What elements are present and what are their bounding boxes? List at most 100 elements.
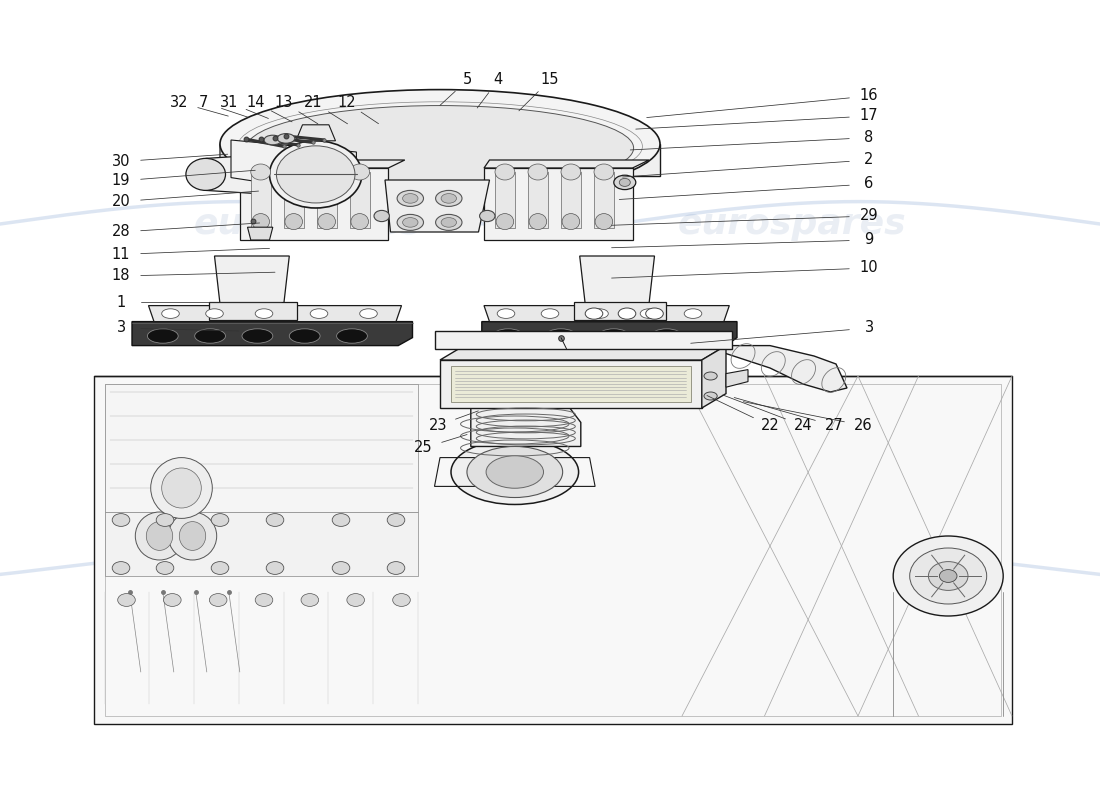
Ellipse shape bbox=[591, 309, 608, 318]
Polygon shape bbox=[284, 172, 304, 228]
Text: eurospares: eurospares bbox=[678, 558, 906, 591]
Ellipse shape bbox=[168, 512, 217, 560]
Ellipse shape bbox=[162, 309, 179, 318]
Ellipse shape bbox=[436, 190, 462, 206]
Text: 20: 20 bbox=[111, 194, 131, 209]
Ellipse shape bbox=[112, 514, 130, 526]
Ellipse shape bbox=[928, 562, 968, 590]
Text: 13: 13 bbox=[275, 95, 293, 110]
Ellipse shape bbox=[285, 214, 303, 230]
Text: 16: 16 bbox=[860, 89, 878, 103]
Ellipse shape bbox=[332, 562, 350, 574]
Ellipse shape bbox=[397, 190, 424, 206]
Ellipse shape bbox=[496, 214, 514, 230]
Polygon shape bbox=[251, 172, 271, 228]
Text: 19: 19 bbox=[112, 174, 130, 188]
Ellipse shape bbox=[147, 329, 178, 343]
Polygon shape bbox=[317, 172, 337, 228]
Polygon shape bbox=[484, 168, 632, 240]
Polygon shape bbox=[702, 346, 847, 392]
Polygon shape bbox=[132, 322, 412, 346]
Text: 3: 3 bbox=[117, 321, 125, 335]
Ellipse shape bbox=[211, 514, 229, 526]
Ellipse shape bbox=[640, 309, 658, 318]
Ellipse shape bbox=[562, 214, 580, 230]
Polygon shape bbox=[574, 302, 666, 320]
Ellipse shape bbox=[393, 594, 410, 606]
Ellipse shape bbox=[276, 146, 355, 203]
Ellipse shape bbox=[594, 164, 614, 180]
Ellipse shape bbox=[146, 522, 173, 550]
Ellipse shape bbox=[289, 329, 320, 343]
Ellipse shape bbox=[255, 309, 273, 318]
Text: 22: 22 bbox=[760, 418, 780, 433]
Polygon shape bbox=[148, 306, 402, 322]
Ellipse shape bbox=[156, 514, 174, 526]
Ellipse shape bbox=[301, 594, 319, 606]
Ellipse shape bbox=[541, 309, 559, 318]
Ellipse shape bbox=[546, 329, 576, 343]
Text: 2: 2 bbox=[865, 153, 873, 167]
Text: 28: 28 bbox=[112, 225, 130, 239]
Ellipse shape bbox=[486, 456, 543, 488]
Ellipse shape bbox=[495, 164, 515, 180]
Ellipse shape bbox=[332, 514, 350, 526]
Text: 17: 17 bbox=[860, 109, 878, 123]
Text: 23: 23 bbox=[429, 418, 447, 433]
Text: 15: 15 bbox=[541, 73, 559, 87]
Ellipse shape bbox=[195, 329, 226, 343]
Polygon shape bbox=[726, 370, 748, 387]
Polygon shape bbox=[206, 154, 270, 194]
Ellipse shape bbox=[112, 562, 130, 574]
Polygon shape bbox=[220, 144, 660, 176]
Ellipse shape bbox=[337, 329, 367, 343]
Ellipse shape bbox=[595, 214, 613, 230]
Text: eurospares: eurospares bbox=[194, 558, 422, 591]
Text: 25: 25 bbox=[415, 441, 432, 455]
Polygon shape bbox=[486, 164, 559, 176]
Text: 14: 14 bbox=[246, 95, 264, 110]
Ellipse shape bbox=[397, 214, 424, 230]
Text: 24: 24 bbox=[794, 418, 812, 433]
Text: 5: 5 bbox=[463, 73, 472, 87]
Text: 6: 6 bbox=[865, 177, 873, 191]
Polygon shape bbox=[240, 160, 405, 168]
Ellipse shape bbox=[618, 308, 636, 319]
Ellipse shape bbox=[135, 512, 184, 560]
Ellipse shape bbox=[270, 141, 362, 208]
Text: 12: 12 bbox=[338, 95, 355, 110]
Ellipse shape bbox=[451, 439, 579, 505]
Ellipse shape bbox=[704, 372, 717, 380]
Polygon shape bbox=[350, 172, 370, 228]
Polygon shape bbox=[434, 331, 732, 349]
Text: 27: 27 bbox=[824, 418, 844, 433]
Ellipse shape bbox=[264, 135, 282, 145]
Ellipse shape bbox=[528, 164, 548, 180]
Ellipse shape bbox=[156, 562, 174, 574]
Polygon shape bbox=[296, 125, 336, 141]
Ellipse shape bbox=[646, 308, 663, 319]
Ellipse shape bbox=[468, 446, 563, 498]
Polygon shape bbox=[482, 322, 737, 346]
Ellipse shape bbox=[351, 214, 369, 230]
Ellipse shape bbox=[266, 514, 284, 526]
Polygon shape bbox=[451, 366, 691, 402]
Text: 18: 18 bbox=[112, 269, 130, 283]
Ellipse shape bbox=[151, 458, 212, 518]
Polygon shape bbox=[231, 140, 356, 197]
Polygon shape bbox=[471, 408, 581, 446]
Ellipse shape bbox=[346, 594, 364, 606]
Polygon shape bbox=[495, 172, 515, 228]
Ellipse shape bbox=[164, 594, 182, 606]
Text: 7: 7 bbox=[199, 95, 208, 110]
Ellipse shape bbox=[206, 309, 223, 318]
Ellipse shape bbox=[939, 570, 957, 582]
Polygon shape bbox=[561, 172, 581, 228]
Text: 26: 26 bbox=[855, 418, 872, 433]
Ellipse shape bbox=[480, 210, 495, 222]
Text: 21: 21 bbox=[305, 95, 322, 110]
Ellipse shape bbox=[497, 309, 515, 318]
Polygon shape bbox=[240, 168, 388, 240]
Ellipse shape bbox=[561, 164, 581, 180]
Ellipse shape bbox=[619, 178, 630, 186]
